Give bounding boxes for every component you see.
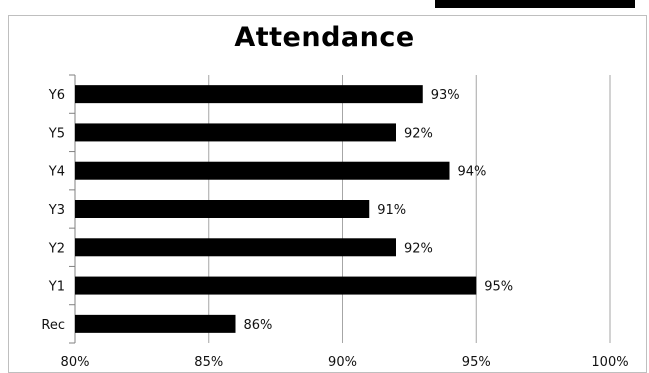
data-label: 93% bbox=[431, 88, 460, 103]
bar bbox=[75, 161, 450, 180]
chart-frame bbox=[8, 15, 647, 373]
x-tick-label: 90% bbox=[328, 355, 357, 370]
data-label: 94% bbox=[458, 165, 487, 180]
y-category-label: Y5 bbox=[48, 126, 65, 141]
bar bbox=[75, 123, 396, 142]
top-black-strip bbox=[435, 0, 635, 8]
bar bbox=[75, 276, 477, 295]
bar bbox=[75, 200, 370, 218]
x-tick-label: 95% bbox=[462, 355, 491, 370]
bar bbox=[75, 314, 236, 333]
y-category-label: Y3 bbox=[48, 203, 65, 218]
data-label: 92% bbox=[404, 126, 433, 141]
y-category-label: Y2 bbox=[48, 241, 65, 256]
x-tick-label: 80% bbox=[61, 355, 90, 370]
bars bbox=[75, 85, 477, 333]
data-label: 92% bbox=[404, 241, 433, 256]
bar bbox=[75, 85, 423, 104]
y-category-label: Y4 bbox=[48, 165, 65, 180]
data-label: 86% bbox=[244, 318, 273, 333]
x-tick-label: 85% bbox=[194, 355, 223, 370]
y-category-label: Y6 bbox=[48, 88, 65, 103]
labels: 80% 85% 90% 95% 100% Y6 93% Y5 92% Y4 94% Y3 91% Y2 92… bbox=[41, 88, 628, 370]
data-label: 91% bbox=[377, 203, 406, 218]
data-label: 95% bbox=[484, 280, 513, 295]
x-tick-label: 100% bbox=[591, 355, 628, 370]
bar bbox=[75, 238, 396, 257]
y-category-label: Y1 bbox=[48, 280, 65, 295]
chart-title: Attendance bbox=[234, 22, 415, 53]
y-category-label: Rec bbox=[41, 318, 65, 333]
